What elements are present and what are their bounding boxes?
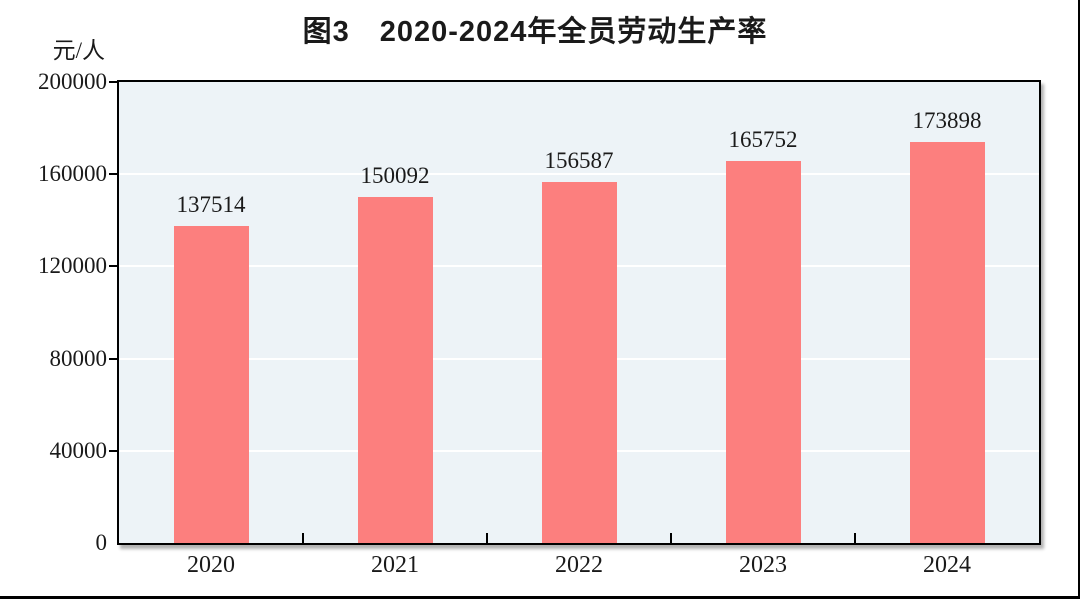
y-tick-label-0: 0	[95, 530, 108, 555]
bar-value-label-2024: 173898	[912, 108, 982, 134]
y-tick-label-120000: 120000	[38, 253, 107, 279]
bar-2023	[725, 160, 801, 543]
y-tick-label-80000: 80000	[49, 345, 108, 371]
bar-2022	[541, 182, 617, 543]
x-category-label-2023: 2023	[739, 552, 787, 578]
y-tick-mark-80000	[109, 357, 117, 360]
bar-2020	[173, 226, 249, 543]
y-tick-mark-160000	[109, 173, 117, 176]
bar-2024	[909, 142, 985, 543]
x-category-label-2021: 2021	[371, 552, 419, 578]
bar-value-label-2021: 150092	[360, 163, 430, 189]
x-tick-mark-2	[486, 533, 488, 543]
x-category-label-2022: 2022	[555, 552, 603, 578]
bar-value-label-2023: 165752	[728, 126, 798, 152]
y-tick-mark-40000	[109, 449, 117, 452]
y-axis-unit-label: 元/人	[52, 38, 105, 63]
y-tick-mark-120000	[109, 265, 117, 268]
y-tick-mark-200000	[109, 81, 117, 83]
bar-value-label-2022: 156587	[544, 148, 614, 174]
y-tick-label-160000: 160000	[38, 161, 107, 187]
x-tick-mark-3	[670, 533, 672, 543]
x-tick-mark-1	[302, 533, 304, 543]
gridline-160000	[119, 173, 1039, 176]
x-tick-mark-4	[854, 533, 856, 543]
y-tick-label-40000: 40000	[49, 437, 108, 463]
x-category-label-2024: 2024	[923, 552, 971, 578]
y-tick-label-200000: 200000	[38, 69, 107, 94]
bar-value-label-2020: 137514	[176, 192, 246, 218]
chart-title: 图3 2020-2024年全员劳动生产率	[302, 16, 768, 48]
bar-2021	[357, 197, 433, 543]
plot-area: 137514 150092 156587 165752 173898	[117, 80, 1041, 545]
x-category-label-2020: 2020	[187, 552, 235, 578]
